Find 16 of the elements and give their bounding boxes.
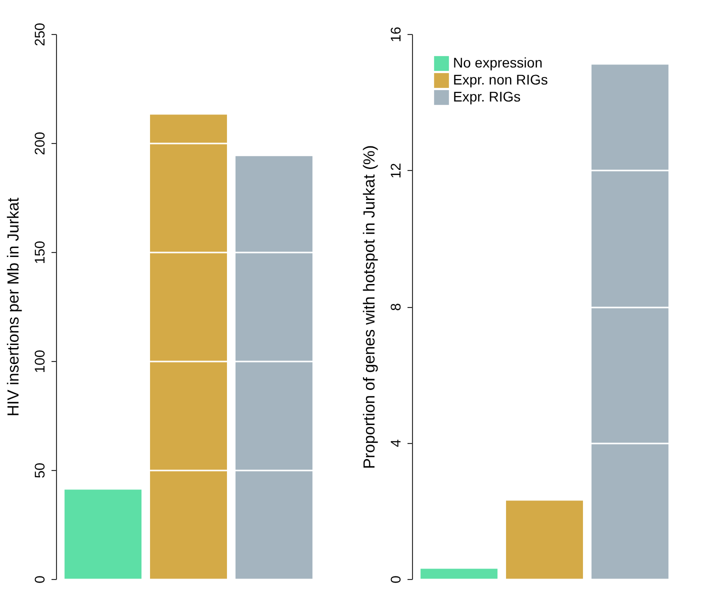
y-tick-label: 8 — [388, 302, 404, 311]
y-axis-title: Proportion of genes with hotspot in Jurkat (%) — [362, 145, 378, 469]
y-tick-label: 50 — [32, 462, 48, 478]
y-tick-label: 250 — [32, 22, 48, 46]
y-tick-label: 12 — [388, 162, 404, 179]
y-tick-label: 0 — [32, 575, 48, 584]
legend-label: No expression — [453, 54, 542, 70]
y-tick-label: 0 — [388, 575, 404, 584]
legend-label: Expr. non RIGs — [453, 72, 548, 88]
y-tick-label: 150 — [32, 240, 48, 264]
legend-label: Expr. RIGs — [453, 88, 521, 104]
y-tick-label: 200 — [32, 132, 48, 156]
y-tick-label: 16 — [388, 26, 404, 42]
y-axis-title: HIV insertions per Mb in Jurkat — [6, 197, 22, 416]
y-tick-label: 100 — [32, 350, 48, 374]
y-tick-label: 4 — [388, 439, 404, 448]
